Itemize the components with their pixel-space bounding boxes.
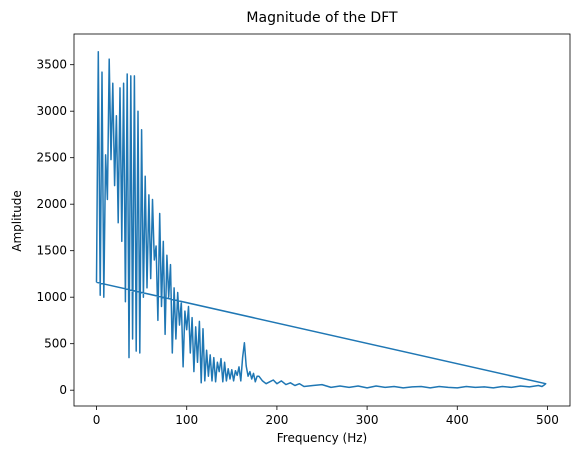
y-axis-label: Amplitude bbox=[10, 190, 24, 252]
y-tick-label: 500 bbox=[44, 337, 67, 351]
chart-title: Magnitude of the DFT bbox=[246, 10, 398, 26]
plot-frame bbox=[73, 33, 571, 407]
x-tick-label: 0 bbox=[93, 413, 101, 427]
y-tick-label: 3500 bbox=[36, 58, 67, 72]
series-line bbox=[95, 50, 547, 389]
x-tick-label: 400 bbox=[446, 413, 469, 427]
y-tick-label: 2500 bbox=[36, 151, 67, 165]
x-axis: 0 100 200 300 400 500 bbox=[93, 406, 559, 427]
series-lines bbox=[95, 50, 547, 389]
y-tick-label: 2000 bbox=[36, 197, 67, 211]
x-tick-label: 500 bbox=[536, 413, 559, 427]
y-tick-label: 1000 bbox=[36, 290, 67, 304]
y-tick-label: 1500 bbox=[36, 244, 67, 258]
x-tick-label: 200 bbox=[265, 413, 288, 427]
y-tick-label: 3000 bbox=[36, 104, 67, 118]
x-axis-label: Frequency (Hz) bbox=[277, 431, 368, 445]
x-tick-label: 100 bbox=[175, 413, 198, 427]
y-axis: 0 500 1000 1500 2000 2500 3000 3500 bbox=[36, 58, 74, 397]
y-tick-label: 0 bbox=[59, 383, 67, 397]
x-tick-label: 300 bbox=[356, 413, 379, 427]
